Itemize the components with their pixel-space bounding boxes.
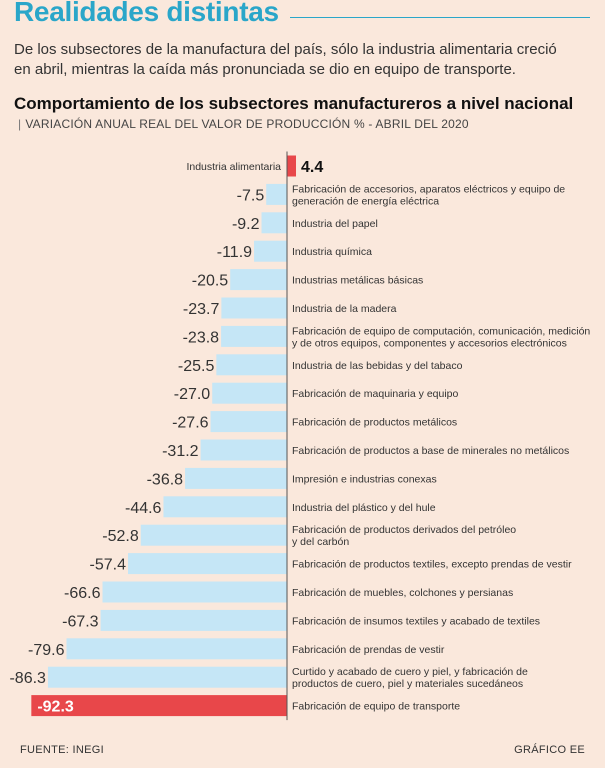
value-label: -25.5 [178, 358, 215, 375]
category-label: Fabricación de insumos textiles y acabad… [292, 615, 540, 627]
category-label: Fabricación de equipo de computación, co… [292, 325, 590, 337]
value-label: 4.4 [301, 159, 323, 176]
bar [212, 382, 287, 404]
category-label: Fabricación de maquinaria y equipo [292, 388, 459, 400]
bar [47, 666, 287, 688]
bar [128, 553, 287, 575]
category-label: Fabricación de productos textiles, excep… [292, 559, 572, 571]
bar [140, 524, 287, 546]
source-note: FUENTE: INEGI [20, 744, 104, 756]
category-label: Fabricación de muebles, colchones y pers… [292, 587, 513, 599]
headline-rule [290, 17, 590, 18]
value-label: -23.8 [183, 329, 220, 346]
category-label: Industrias metálicas básicas [292, 275, 423, 287]
category-label: Fabricación de productos a base de miner… [292, 445, 569, 457]
category-label: Fabricación de equipo de transporte [292, 701, 460, 713]
category-label: Industria de la madera [292, 303, 397, 315]
headline: Realidades distintas [14, 0, 279, 27]
bar [221, 297, 287, 319]
bar [66, 638, 288, 660]
value-label: -92.3 [37, 699, 74, 716]
bar [254, 240, 287, 262]
category-label: Curtido y acabado de cuero y piel, y fab… [292, 666, 528, 678]
category-label: productos de cuero, piel y materiales su… [292, 678, 523, 690]
bar [266, 183, 287, 205]
value-label: -23.7 [183, 301, 220, 318]
bar [100, 609, 287, 631]
subtitle-separator: | [18, 117, 22, 131]
intro-text: De los subsectores de la manufactura del… [14, 41, 557, 78]
category-label: generación de energía eléctrica [292, 195, 439, 207]
category-label: y de otros equipos, componentes y acceso… [292, 337, 567, 349]
value-label: -11.9 [217, 244, 252, 261]
value-label: -27.0 [174, 386, 211, 403]
value-label: -67.3 [62, 613, 99, 630]
value-label: -7.5 [237, 187, 265, 204]
value-label: -36.8 [147, 471, 184, 488]
category-label: y del carbón [292, 536, 349, 548]
category-label: Industria del papel [292, 218, 378, 230]
bar [216, 354, 287, 376]
bar [31, 695, 288, 717]
value-label: -79.6 [28, 642, 65, 659]
value-label: -66.6 [64, 585, 101, 602]
category-label: Industria de las bebidas y del tabaco [292, 360, 463, 372]
category-label: Fabricación de accesorios, aparatos eléc… [292, 183, 565, 195]
category-label: Industria del plástico y del hule [292, 502, 436, 514]
value-label: -20.5 [192, 273, 229, 290]
value-label: -9.2 [232, 216, 260, 233]
bar [163, 496, 287, 518]
value-label: -31.2 [162, 443, 199, 460]
bar [210, 411, 287, 433]
category-label: Fabricación de productos metálicos [292, 417, 457, 429]
chart-subtitle: VARIACIÓN ANUAL REAL DEL VALOR DE PRODUC… [25, 117, 469, 131]
value-label: -57.4 [90, 557, 127, 574]
graphic-credit: GRÁFICO EE [514, 744, 585, 756]
value-label: -44.6 [125, 500, 162, 517]
chart-title-block: Comportamiento de los subsectores manufa… [14, 94, 574, 134]
value-label: -52.8 [102, 528, 139, 545]
category-label: Industria química [292, 246, 372, 258]
value-label: -27.6 [172, 415, 209, 432]
bar [185, 467, 287, 489]
bar [102, 581, 287, 603]
bar [221, 325, 287, 347]
category-label: Fabricación de prendas de vestir [292, 644, 445, 656]
category-label: Industria alimentaria [186, 161, 281, 173]
category-label: Fabricación de productos derivados del p… [292, 524, 516, 536]
bar [230, 269, 287, 291]
bar [200, 439, 287, 461]
chart-title: Comportamiento de los subsectores manufa… [14, 94, 574, 113]
category-label: Impresión e industrias conexas [292, 473, 437, 485]
chart-subtitle-wrap: | VARIACIÓN ANUAL REAL DEL VALOR DE PRODU… [14, 117, 469, 131]
value-label: -86.3 [9, 670, 46, 687]
bar [261, 212, 287, 234]
bar [287, 155, 296, 177]
